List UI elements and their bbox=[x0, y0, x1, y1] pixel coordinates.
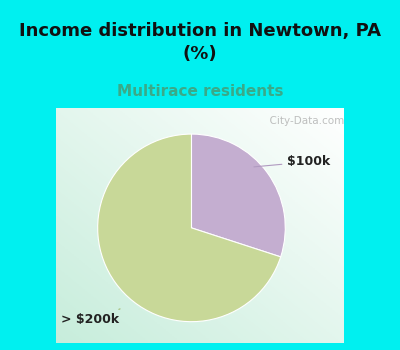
Text: City-Data.com: City-Data.com bbox=[263, 116, 344, 126]
Wedge shape bbox=[192, 134, 285, 257]
Text: Income distribution in Newtown, PA
(%): Income distribution in Newtown, PA (%) bbox=[19, 22, 381, 63]
Text: $100k: $100k bbox=[254, 155, 331, 168]
Wedge shape bbox=[98, 134, 281, 322]
Text: Multirace residents: Multirace residents bbox=[117, 84, 283, 99]
Text: > $200k: > $200k bbox=[62, 309, 120, 326]
